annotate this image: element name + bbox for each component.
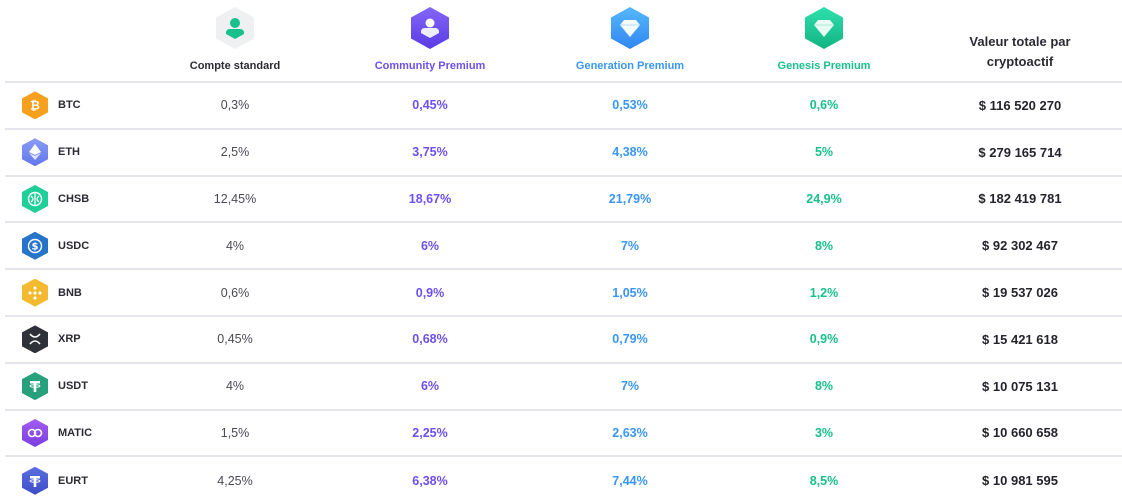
asset-symbol: BTC (58, 99, 81, 112)
tether-eur-icon (22, 466, 48, 495)
genesis-rate: 0,9% (809, 332, 839, 347)
asset-symbol: USDC (58, 239, 90, 252)
asset-symbol: ETH (58, 146, 80, 159)
total-value: $ 15 421 618 (982, 331, 1058, 347)
community-rate: 2,25% (412, 425, 448, 440)
generation-rate: 1,05% (612, 285, 648, 300)
polygon-icon (22, 418, 48, 447)
table-header: Compte standard Community Premium Genera… (5, 0, 1122, 83)
generation-rate: 2,63% (612, 425, 648, 440)
column-header-community: Community Premium (375, 0, 485, 83)
genesis-rate: 1,2% (809, 285, 839, 300)
standard-rate: 2,5% (220, 145, 250, 160)
genesis-rate: 8% (814, 238, 834, 253)
community-rate: 6,38% (412, 473, 448, 488)
total-value: $ 10 660 658 (982, 425, 1058, 441)
xrp-icon (22, 325, 48, 354)
standard-rate: 4% (225, 238, 245, 253)
standard-rate: 12,45% (213, 191, 257, 206)
generation-rate: 7% (620, 379, 640, 394)
genesis-rate: 24,9% (806, 191, 842, 206)
generation-rate: 4,38% (612, 145, 648, 160)
total-value: $ 10 075 131 (982, 378, 1058, 394)
column-label: Valeur totale par cryptoactif (969, 34, 1071, 69)
asset-cell: ETH (22, 130, 80, 175)
table-row: MATIC 1,5% 2,25% 2,63% 3% $ 10 660 658 (5, 411, 1122, 458)
column-label: Genesis Premium (777, 60, 871, 72)
total-value: $ 116 520 270 (978, 97, 1062, 113)
genesis-rate: 8,5% (809, 473, 839, 488)
total-value: $ 19 537 026 (982, 285, 1058, 301)
total-value: $ 10 981 595 (982, 473, 1058, 489)
column-header-generation: Generation Premium (575, 0, 685, 83)
total-value: $ 279 165 714 (978, 144, 1062, 160)
generation-rate: 21,79% (608, 191, 652, 206)
generation-rate: 0,53% (612, 98, 648, 113)
asset-cell: CHSB (22, 177, 89, 222)
standard-rate: 0,6% (220, 285, 250, 300)
asset-symbol: EURT (58, 474, 88, 487)
column-label: Community Premium (374, 60, 486, 72)
community-rate: 18,67% (408, 191, 452, 206)
user-icon (216, 7, 254, 49)
table-row: CHSB 12,45% 18,67% 21,79% 24,9% $ 182 41… (5, 177, 1122, 224)
community-rate: 0,68% (412, 332, 448, 347)
asset-cell: $ USDC (22, 223, 89, 268)
bnb-icon (22, 278, 48, 307)
genesis-rate: 8% (814, 379, 834, 394)
community-rate: 6% (420, 238, 440, 253)
asset-cell: USDT (22, 364, 88, 409)
column-label: Compte standard (189, 60, 281, 72)
table-row: EURT 4,25% 6,38% 7,44% 8,5% $ 10 981 595 (5, 457, 1122, 503)
column-header-standard: Compte standard (180, 0, 290, 83)
usdc-icon: $ (22, 231, 48, 260)
generation-rate: 7% (620, 238, 640, 253)
table-row: XRP 0,45% 0,68% 0,79% 0,9% $ 15 421 618 (5, 317, 1122, 364)
community-rate: 0,9% (415, 285, 445, 300)
column-header-total: Valeur totale par cryptoactif (945, 0, 1095, 83)
standard-rate: 4% (225, 379, 245, 394)
table-row: BNB 0,6% 0,9% 1,05% 1,2% $ 19 537 026 (5, 270, 1122, 317)
standard-rate: 0,3% (220, 98, 250, 113)
community-rate: 3,75% (412, 145, 448, 160)
community-icon (411, 7, 449, 49)
svg-text:$: $ (32, 241, 39, 252)
asset-symbol: USDT (58, 380, 88, 393)
asset-cell: EURT (22, 457, 88, 503)
diamond-icon (611, 7, 649, 49)
column-header-genesis: Genesis Premium (769, 0, 879, 83)
standard-rate: 4,25% (217, 473, 253, 488)
genesis-rate: 3% (814, 425, 834, 440)
bitcoin-icon: ₿ (22, 91, 48, 120)
generation-rate: 0,79% (612, 332, 648, 347)
swissborg-icon (22, 184, 48, 213)
asset-symbol: XRP (58, 333, 81, 346)
community-rate: 6% (420, 379, 440, 394)
asset-symbol: CHSB (58, 192, 90, 205)
asset-cell: ₿ BTC (22, 83, 81, 128)
total-value: $ 92 302 467 (982, 238, 1058, 254)
diamond-icon (805, 7, 843, 49)
asset-cell: MATIC (22, 411, 92, 456)
column-label: Generation Premium (575, 60, 685, 72)
genesis-rate: 5% (814, 145, 834, 160)
ethereum-icon (22, 138, 48, 167)
tether-icon (22, 372, 48, 401)
table-row: $ USDC 4% 6% 7% 8% $ 92 302 467 (5, 223, 1122, 271)
svg-text:₿: ₿ (30, 99, 40, 113)
table-row: ETH 2,5% 3,75% 4,38% 5% $ 279 165 714 (5, 130, 1122, 177)
asset-cell: BNB (22, 270, 82, 315)
asset-symbol: MATIC (58, 426, 93, 439)
standard-rate: 0,45% (217, 332, 253, 347)
asset-cell: XRP (22, 317, 81, 362)
total-value: $ 182 419 781 (978, 191, 1062, 207)
table-row: ₿ BTC 0,3% 0,45% 0,53% 0,6% $ 116 520 27… (5, 83, 1122, 130)
generation-rate: 7,44% (612, 473, 648, 488)
table-row: USDT 4% 6% 7% 8% $ 10 075 131 (5, 364, 1122, 411)
asset-symbol: BNB (58, 286, 82, 299)
yield-comparison-table: Compte standard Community Premium Genera… (5, 0, 1122, 503)
genesis-rate: 0,6% (809, 98, 839, 113)
community-rate: 0,45% (412, 98, 448, 113)
standard-rate: 1,5% (220, 425, 250, 440)
